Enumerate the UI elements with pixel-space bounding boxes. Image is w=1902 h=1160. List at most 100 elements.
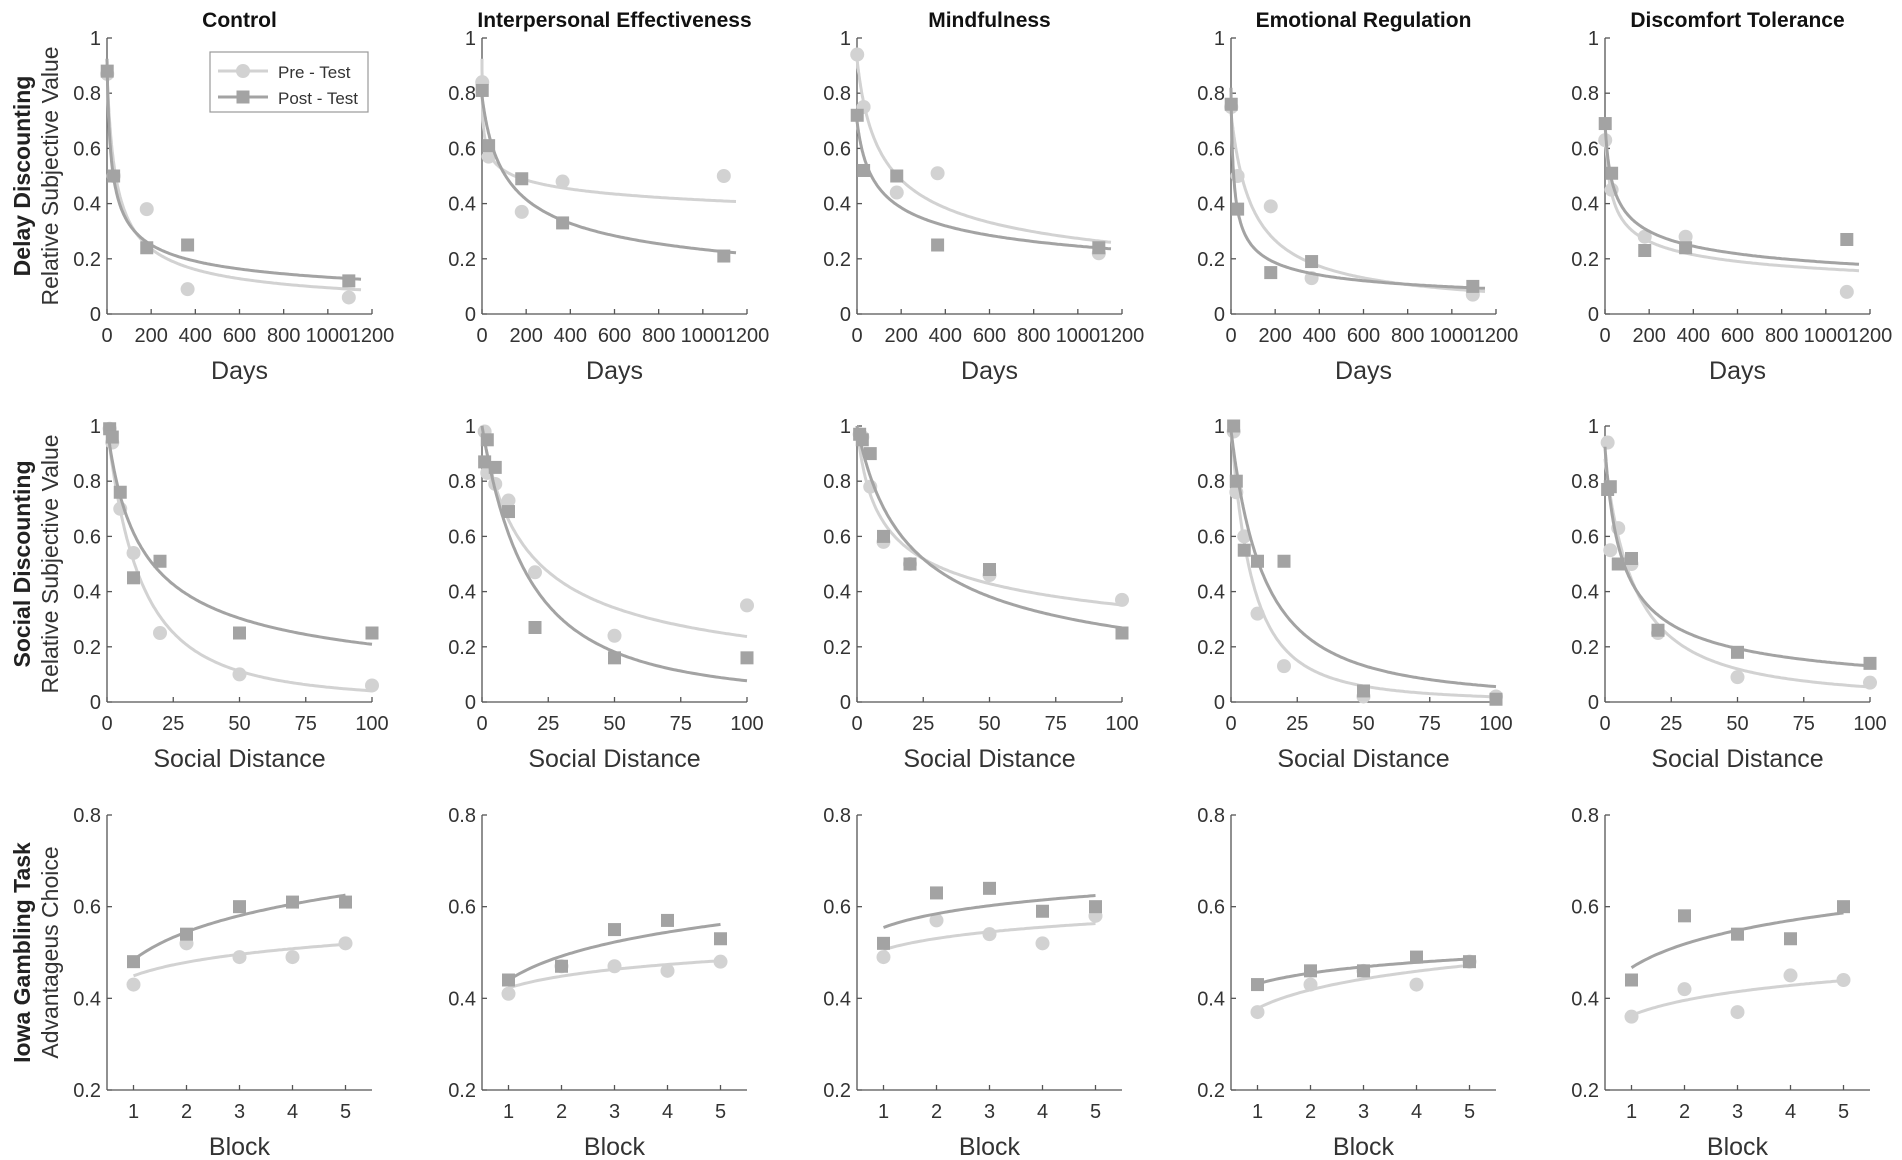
x-tick-label: 200 (1258, 325, 1291, 347)
data-point (339, 895, 352, 909)
x-tick-label: 1200 (1474, 325, 1519, 347)
x-axis-label: Days (1709, 357, 1766, 385)
x-tick-label: 25 (912, 713, 934, 735)
y-tick-label: 0.6 (73, 897, 101, 919)
y-tick-label: 0 (465, 304, 476, 326)
x-tick-label: 0 (1599, 713, 1610, 735)
x-tick-label: 0 (851, 325, 862, 347)
y-tick-label: 0.8 (823, 471, 851, 493)
fit-curve (1256, 963, 1470, 1010)
data-point (365, 678, 379, 693)
data-point (502, 973, 515, 987)
data-point (850, 47, 865, 62)
x-tick-label: 2 (1305, 1101, 1316, 1123)
x-tick-label: 4 (662, 1101, 673, 1123)
data-point (1730, 670, 1745, 685)
data-point (857, 163, 871, 177)
series-pre-test (876, 908, 1103, 965)
y-tick-label: 0.4 (1197, 988, 1225, 1010)
data-point (501, 493, 516, 508)
fit-curve (1229, 429, 1497, 689)
x-tick-label: 600 (1721, 325, 1754, 347)
legend-post-marker (236, 90, 250, 104)
y-tick-label: 0.2 (1197, 249, 1225, 271)
data-point (930, 166, 945, 181)
series-pre-test (852, 425, 1129, 607)
data-point (863, 447, 877, 461)
data-point (877, 936, 890, 950)
fit-curve (1603, 120, 1860, 266)
y-tick-label: 0.2 (73, 249, 101, 271)
x-tick-label: 1 (128, 1101, 139, 1123)
data-point (180, 927, 193, 941)
x-axis-label: Days (1335, 357, 1392, 385)
data-point (607, 628, 622, 643)
series-post-test (850, 108, 1112, 255)
y-tick-label: 0.8 (823, 83, 851, 105)
x-tick-label: 0 (476, 325, 487, 347)
x-tick-label: 3 (1732, 1101, 1743, 1123)
x-tick-label: 1200 (350, 325, 395, 347)
x-axis-label: Block (209, 1133, 271, 1160)
data-point (1251, 554, 1264, 568)
y-tick-label: 0.2 (1197, 1080, 1225, 1102)
data-point (1598, 117, 1612, 131)
series-pre-test (1250, 954, 1477, 1020)
x-axis-label: Block (959, 1133, 1021, 1160)
fit-curve (855, 425, 1123, 630)
data-point (1489, 692, 1503, 706)
y-tick-label: 0 (90, 304, 101, 326)
x-tick-label: 5 (715, 1101, 726, 1123)
data-point (528, 620, 542, 634)
x-tick-label: 2 (556, 1101, 567, 1123)
x-tick-label: 100 (730, 713, 763, 735)
data-point (1730, 1005, 1745, 1020)
data-point (717, 249, 731, 263)
series-pre-test (102, 421, 379, 693)
data-point (1227, 419, 1241, 433)
panel-iowa-gambling-task-discomfort-tolerance: 0.2 0.4 0.6 0.8 1 2 3 4 5 Block (1571, 805, 1870, 1160)
x-tick-label: 3 (234, 1101, 245, 1123)
y-tick-label: 0.2 (448, 1080, 476, 1102)
y-tick-label: 0.4 (1571, 194, 1599, 216)
x-tick-label: 1 (878, 1101, 889, 1123)
data-point (607, 959, 622, 974)
data-point (931, 238, 945, 252)
y-tick-label: 0 (1214, 304, 1225, 326)
y-tick-label: 1 (840, 416, 851, 438)
data-point (481, 149, 496, 164)
x-tick-label: 5 (340, 1101, 351, 1123)
x-axis-label: Days (961, 357, 1018, 385)
panel-social-discounting-mindfulness: 0 0.2 0.4 0.6 0.8 1 0 25 50 75 100 Social Distance (823, 416, 1139, 773)
series-post-test (475, 83, 737, 263)
data-point (233, 900, 246, 914)
data-point (1678, 909, 1691, 923)
y-tick-label: 0.6 (73, 138, 101, 160)
data-point (1731, 927, 1744, 941)
x-tick-label: 400 (1303, 325, 1336, 347)
y-tick-label: 0.2 (823, 1080, 851, 1102)
y-tick-label: 0.6 (448, 138, 476, 160)
data-point (1603, 480, 1617, 494)
y-tick-label: 0.6 (1571, 138, 1599, 160)
data-point (341, 290, 356, 305)
data-point (713, 954, 728, 969)
data-point (855, 433, 869, 447)
data-point (1678, 229, 1693, 244)
x-tick-label: 200 (1632, 325, 1665, 347)
y-tick-label: 0.4 (448, 988, 476, 1010)
y-tick-label: 0.6 (1571, 897, 1599, 919)
x-axis-label: Social Distance (1651, 745, 1823, 773)
x-tick-label: 75 (1045, 713, 1067, 735)
x-tick-label: 200 (884, 325, 917, 347)
data-point (740, 651, 754, 665)
data-point (555, 959, 568, 973)
x-tick-label: 800 (642, 325, 675, 347)
x-tick-label: 100 (355, 713, 388, 735)
data-point (478, 455, 492, 469)
data-point (1224, 97, 1238, 111)
panel-social-discounting-emotional-regulation: 0 0.2 0.4 0.6 0.8 1 0 25 50 75 100 Social Distance (1197, 416, 1513, 773)
data-point (983, 881, 996, 895)
row-label-social-discounting: Social Discounting (9, 460, 35, 667)
